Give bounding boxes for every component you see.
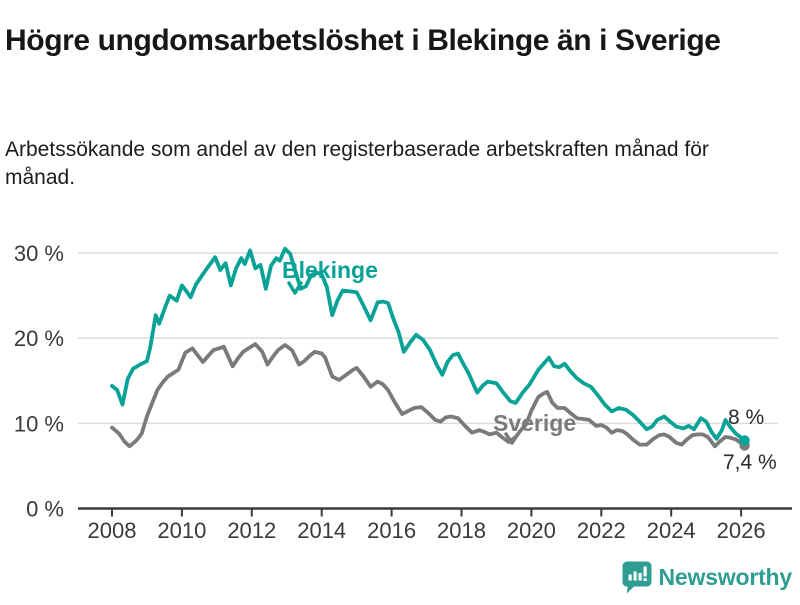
x-tick-label-2014: 2014 [297,518,346,543]
x-tick-label-2016: 2016 [367,518,416,543]
x-tick-label-2010: 2010 [157,518,206,543]
chart-subtitle: Arbetssökande som andel av den registerb… [5,138,709,189]
x-tick-label-2012: 2012 [227,518,276,543]
series-label-arrow-down-icon-sverige [504,432,520,445]
x-tick-label-2024: 2024 [647,518,696,543]
x-tick-label-2022: 2022 [577,518,626,543]
series-line-blekinge [110,246,747,443]
page-title: Högre ungdomsarbetslöshet i Blekinge än … [5,24,721,58]
x-tick-label-2020: 2020 [507,518,556,543]
y-tick-label-0: 0 % [26,497,64,522]
y-tick-label-30: 30 % [14,241,64,266]
series-end-value-sverige: 7,4 % [723,451,777,474]
series-label-sverige: Sverige [493,410,576,436]
y-tick-label-20: 20 % [14,326,64,351]
y-tick-label-10: 10 % [14,411,64,436]
newsworthy-bubble-chart-icon [622,561,652,593]
x-tick-label-2018: 2018 [437,518,486,543]
x-tick-label-2008: 2008 [88,518,137,543]
x-tick-label-2026: 2026 [717,518,766,543]
series-end-value-blekinge: 8 % [728,406,764,429]
newsworthy-logo[interactable]: Newsworthy [622,560,792,594]
series-end-dot-blekinge [739,435,750,446]
series-label-blekinge: Blekinge [282,257,378,283]
brand-name: Newsworthy [658,563,793,590]
series-line-sverige [110,342,747,449]
series-label-arrow-down-icon-blekinge [287,281,303,295]
